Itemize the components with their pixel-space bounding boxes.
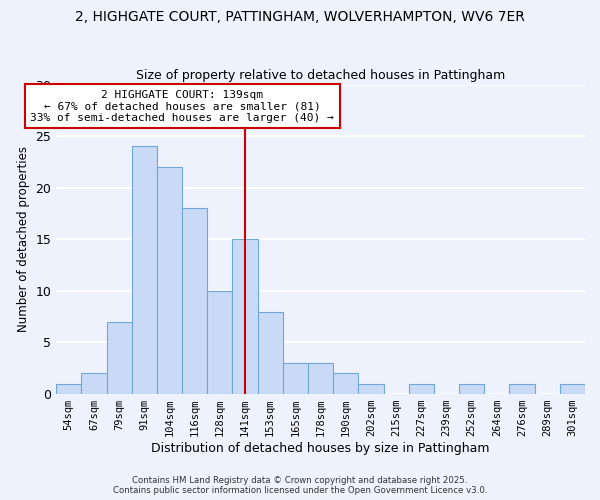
Bar [459,384,484,394]
Title: Size of property relative to detached houses in Pattingham: Size of property relative to detached ho… [136,69,505,82]
Bar [257,312,283,394]
Bar [182,208,207,394]
Bar [107,322,132,394]
Bar [232,240,257,394]
Bar [358,384,383,394]
Text: 2, HIGHGATE COURT, PATTINGHAM, WOLVERHAMPTON, WV6 7ER: 2, HIGHGATE COURT, PATTINGHAM, WOLVERHAM… [75,10,525,24]
Bar [157,167,182,394]
Text: 2 HIGHGATE COURT: 139sqm
← 67% of detached houses are smaller (81)
33% of semi-d: 2 HIGHGATE COURT: 139sqm ← 67% of detach… [30,90,334,123]
X-axis label: Distribution of detached houses by size in Pattingham: Distribution of detached houses by size … [151,442,490,455]
Bar [132,146,157,394]
Bar [207,291,232,394]
Bar [283,363,308,394]
Bar [409,384,434,394]
Bar [560,384,585,394]
Bar [509,384,535,394]
Bar [82,374,107,394]
Y-axis label: Number of detached properties: Number of detached properties [17,146,30,332]
Bar [333,374,358,394]
Bar [56,384,82,394]
Text: Contains HM Land Registry data © Crown copyright and database right 2025.
Contai: Contains HM Land Registry data © Crown c… [113,476,487,495]
Bar [308,363,333,394]
